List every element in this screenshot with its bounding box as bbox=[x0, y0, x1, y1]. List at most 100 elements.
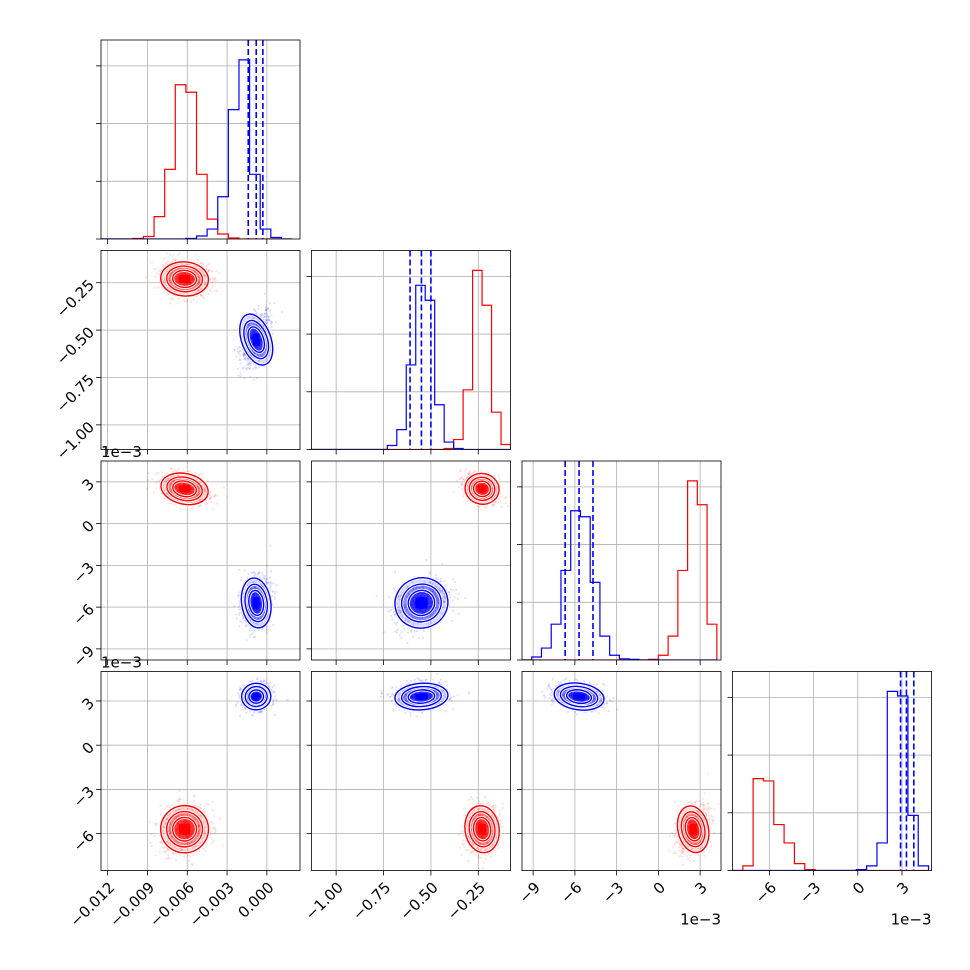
sample-point bbox=[269, 576, 272, 579]
sample-point bbox=[214, 289, 217, 292]
sample-point bbox=[497, 501, 500, 504]
sample-point bbox=[155, 473, 158, 476]
sample-point bbox=[174, 258, 177, 261]
sample-point bbox=[264, 309, 268, 312]
sample-point bbox=[155, 481, 158, 484]
sample-point bbox=[248, 627, 251, 630]
sample-point bbox=[246, 359, 249, 362]
sample-point bbox=[198, 828, 201, 831]
density-peak bbox=[415, 597, 428, 609]
sample-point bbox=[174, 840, 177, 843]
contour-line bbox=[172, 480, 198, 498]
contour-line bbox=[240, 577, 272, 629]
sample-point bbox=[250, 633, 253, 636]
sample-point bbox=[457, 592, 460, 595]
sample-point bbox=[264, 315, 267, 318]
sample-point bbox=[177, 808, 180, 811]
sample-point bbox=[242, 353, 245, 356]
sample-point bbox=[150, 844, 153, 847]
sample-point bbox=[209, 500, 213, 503]
sample-point bbox=[243, 569, 246, 572]
sample-point bbox=[449, 596, 452, 599]
sample-point bbox=[266, 321, 269, 324]
sample-point bbox=[199, 813, 202, 817]
sample-point bbox=[405, 595, 408, 598]
sample-point bbox=[153, 286, 156, 289]
sample-point bbox=[468, 472, 471, 475]
sample-point bbox=[447, 591, 451, 594]
sample-point bbox=[170, 467, 173, 470]
sample-point bbox=[203, 486, 206, 489]
sample-point bbox=[169, 502, 172, 505]
sample-point bbox=[434, 593, 437, 596]
sample-point bbox=[247, 324, 250, 327]
sample-point bbox=[265, 564, 269, 567]
sample-point bbox=[211, 841, 214, 844]
sample-point bbox=[192, 298, 196, 301]
sample-point bbox=[457, 612, 461, 615]
sample-point bbox=[165, 817, 168, 820]
sample-point bbox=[243, 377, 246, 380]
sample-point bbox=[498, 477, 501, 480]
sample-point bbox=[235, 355, 238, 358]
sample-point bbox=[237, 345, 240, 348]
sample-point bbox=[260, 355, 263, 358]
sample-point bbox=[238, 608, 241, 611]
sample-point bbox=[175, 809, 178, 812]
sample-point bbox=[162, 486, 166, 489]
sample-point bbox=[178, 789, 181, 793]
panel-content bbox=[375, 468, 510, 644]
sample-point bbox=[215, 270, 218, 273]
sample-point bbox=[462, 478, 465, 481]
sample-point bbox=[248, 629, 252, 633]
sample-point bbox=[166, 260, 169, 263]
sample-point bbox=[468, 470, 471, 473]
sample-point bbox=[265, 319, 268, 322]
panel-frame bbox=[100, 250, 301, 450]
sample-point bbox=[497, 474, 500, 477]
sample-point bbox=[256, 573, 259, 576]
sample-point bbox=[238, 611, 241, 615]
sample-point bbox=[432, 590, 435, 593]
sample-point bbox=[396, 621, 399, 624]
sample-point bbox=[270, 321, 273, 324]
sample-point bbox=[207, 263, 210, 266]
sample-point bbox=[271, 332, 275, 335]
sample-point bbox=[194, 471, 197, 474]
sample-point bbox=[146, 478, 149, 481]
histogram-blue-series bbox=[311, 284, 511, 450]
sample-point bbox=[188, 813, 191, 816]
sample-point bbox=[237, 594, 240, 597]
sample-point bbox=[199, 504, 202, 507]
sample-point bbox=[239, 578, 242, 582]
sample-point bbox=[197, 289, 200, 292]
sample-point bbox=[212, 495, 216, 498]
sample-point bbox=[265, 628, 268, 631]
sample-point bbox=[398, 611, 401, 614]
sample-point bbox=[436, 599, 440, 602]
sample-point bbox=[270, 570, 273, 573]
sample-point bbox=[208, 289, 211, 292]
sample-point bbox=[233, 604, 236, 608]
sample-point bbox=[263, 312, 267, 315]
sample-point bbox=[464, 596, 467, 600]
sample-point bbox=[268, 581, 271, 584]
axis-ticks bbox=[96, 65, 268, 244]
sample-point bbox=[236, 350, 239, 353]
grid bbox=[311, 250, 511, 450]
sample-point bbox=[154, 824, 158, 827]
sample-point bbox=[180, 813, 183, 817]
sample-point bbox=[414, 616, 417, 619]
sample-point bbox=[197, 280, 200, 283]
scatter-panel-2-0 bbox=[96, 460, 301, 665]
sample-point bbox=[404, 604, 407, 607]
sample-point bbox=[460, 468, 463, 471]
sample-point bbox=[209, 288, 212, 291]
sample-point bbox=[207, 269, 210, 272]
sample-point bbox=[268, 583, 271, 586]
sample-point bbox=[168, 277, 171, 280]
sample-point bbox=[237, 605, 240, 608]
scatter-panel-2-1 bbox=[306, 460, 511, 665]
sample-point bbox=[246, 363, 249, 367]
sample-point bbox=[172, 257, 175, 260]
